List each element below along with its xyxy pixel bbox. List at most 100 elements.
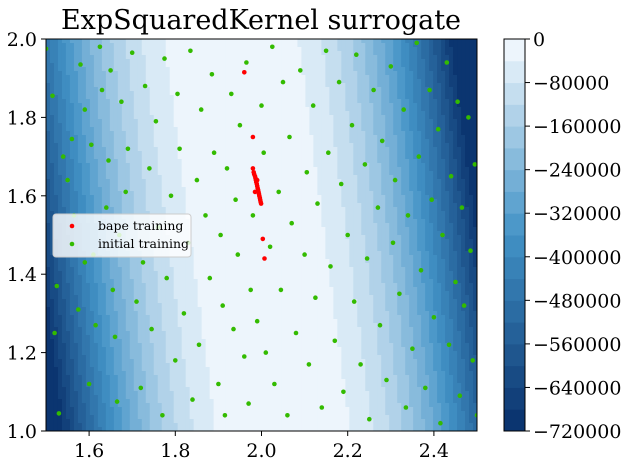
heatmap-cell	[429, 135, 434, 140]
heatmap-cell	[189, 199, 195, 204]
heatmap-cell	[117, 171, 123, 176]
heatmap-cell	[173, 131, 179, 136]
heatmap-cell	[217, 155, 223, 160]
heatmap-cell	[369, 99, 374, 104]
heatmap-cell	[337, 39, 342, 44]
heatmap-cell	[393, 159, 398, 164]
heatmap-cell	[441, 91, 446, 96]
heatmap-cell	[81, 123, 87, 128]
heatmap-cell	[241, 147, 247, 152]
heatmap-cell	[445, 183, 450, 188]
heatmap-cell	[65, 91, 71, 96]
heatmap-cell	[225, 143, 231, 148]
heatmap-cell	[101, 119, 107, 124]
heatmap-cell	[213, 155, 219, 160]
heatmap-cell	[385, 179, 390, 184]
heatmap-cell	[89, 127, 95, 132]
heatmap-cell	[385, 207, 390, 212]
heatmap-cell	[113, 135, 119, 140]
heatmap-cell	[61, 99, 67, 104]
heatmap-cell	[381, 187, 386, 192]
heatmap-cell	[225, 147, 231, 152]
heatmap-cell	[353, 67, 358, 72]
heatmap-cell	[133, 119, 139, 124]
heatmap-cell	[157, 107, 163, 112]
heatmap-cell	[165, 47, 171, 52]
heatmap-cell	[329, 207, 334, 212]
heatmap-cell	[317, 187, 322, 192]
heatmap-cell	[185, 103, 191, 108]
heatmap-cell	[61, 175, 67, 180]
heatmap-cell	[225, 203, 231, 208]
heatmap-cell	[53, 107, 59, 112]
heatmap-cell	[249, 207, 255, 212]
heatmap-cell	[309, 195, 314, 200]
heatmap-cell	[217, 139, 223, 144]
heatmap-cell	[53, 71, 59, 76]
heatmap-cell	[177, 199, 183, 204]
heatmap-cell	[317, 143, 322, 148]
heatmap-cell	[297, 83, 303, 88]
heatmap-cell	[213, 43, 219, 48]
heatmap-cell	[61, 123, 67, 128]
heatmap-cell	[229, 115, 235, 120]
heatmap-cell	[185, 119, 191, 124]
heatmap-cell	[265, 39, 271, 44]
heatmap-cell	[257, 43, 263, 48]
heatmap-cell	[209, 163, 215, 168]
heatmap-cell	[281, 135, 287, 140]
heatmap-cell	[117, 59, 123, 64]
heatmap-cell	[65, 195, 71, 200]
heatmap-cell	[381, 71, 386, 76]
heatmap-cell	[193, 135, 199, 140]
heatmap-cell	[273, 67, 279, 72]
heatmap-cell	[433, 143, 438, 148]
heatmap-cell	[353, 71, 358, 76]
heatmap-cell	[289, 147, 295, 152]
heatmap-cell	[165, 151, 171, 156]
heatmap-cell	[245, 151, 251, 156]
heatmap-cell	[245, 111, 251, 116]
heatmap-cell	[197, 127, 203, 132]
heatmap-cell	[93, 195, 99, 200]
heatmap-cell	[341, 195, 346, 200]
heatmap-cell	[185, 211, 191, 216]
heatmap-cell	[441, 71, 446, 76]
heatmap-cell	[57, 123, 63, 128]
heatmap-cell	[209, 219, 215, 224]
heatmap-cell	[46, 115, 51, 120]
heatmap-cell	[205, 135, 211, 140]
heatmap-cell	[113, 71, 119, 76]
heatmap-cell	[397, 51, 402, 56]
heatmap-cell	[57, 55, 63, 60]
heatmap-cell	[357, 59, 362, 64]
heatmap-cell	[121, 171, 127, 176]
heatmap-cell	[217, 123, 223, 128]
heatmap-cell	[353, 95, 358, 100]
heatmap-cell	[361, 135, 366, 140]
heatmap-cell	[257, 47, 263, 52]
heatmap-cell	[105, 71, 111, 76]
heatmap-cell	[341, 103, 346, 108]
heatmap-cell	[393, 87, 398, 92]
heatmap-cell	[453, 63, 458, 68]
heatmap-cell	[165, 131, 171, 136]
heatmap-cell	[133, 83, 139, 88]
heatmap-cell	[449, 107, 454, 112]
heatmap-cell	[49, 195, 55, 200]
heatmap-cell	[345, 187, 350, 192]
heatmap-cell	[125, 71, 131, 76]
heatmap-cell	[181, 115, 187, 120]
heatmap-cell	[265, 43, 271, 48]
heatmap-cell	[233, 175, 239, 180]
heatmap-cell	[441, 63, 446, 68]
heatmap-cell	[85, 111, 91, 116]
heatmap-cell	[177, 103, 183, 108]
heatmap-cell	[389, 75, 394, 80]
heatmap-cell	[433, 71, 438, 76]
heatmap-cell	[105, 107, 111, 112]
heatmap-cell	[301, 211, 306, 216]
heatmap-cell	[425, 199, 430, 204]
heatmap-cell	[109, 127, 115, 132]
heatmap-cell	[217, 187, 223, 192]
